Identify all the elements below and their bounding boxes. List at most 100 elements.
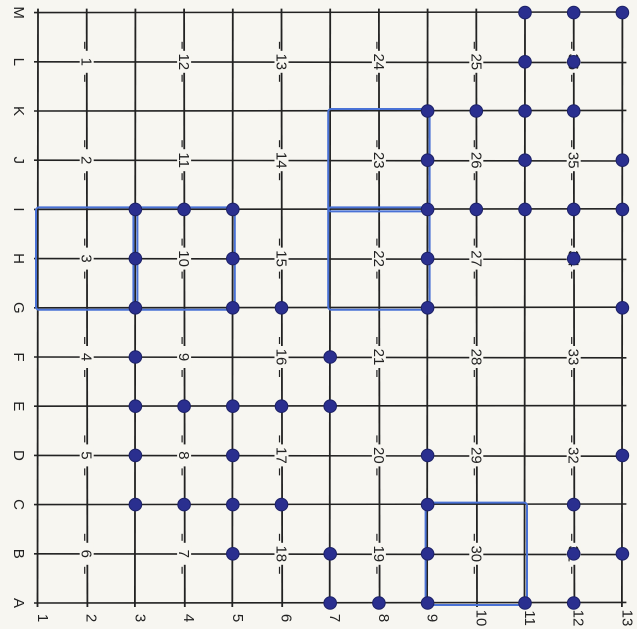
row-label-K: K [10,106,27,116]
segment-gap [79,542,94,565]
column-label-13: 13 [618,610,635,627]
row-label-I: I [10,207,27,211]
dot-G9 [420,301,435,315]
segment-gap [79,149,94,172]
dot-E6 [274,399,289,414]
segment-gap [566,149,581,172]
segment-gap [177,50,192,73]
segment-number-18: 18 [273,545,290,562]
dot-H12 [566,251,581,266]
dot-B12 [566,547,581,561]
column-line-1 [36,8,39,608]
column-line-2 [85,8,89,608]
segment-gap [371,542,386,565]
row-label-H: H [10,253,27,264]
segment-gap [469,50,484,73]
segment-gap [371,50,386,73]
dot-A11 [518,596,532,610]
segment-number-19: 19 [370,545,387,562]
segment-gap [79,444,94,467]
segment-gap [274,542,289,565]
column-label-3: 3 [131,614,148,622]
segment-gap [274,247,289,270]
dot-C4 [177,497,191,512]
segment-number-30: 30 [467,545,484,562]
dot-B7 [323,547,338,561]
dot-L12 [566,55,581,69]
segment-gap [177,247,192,270]
segment-gap [274,50,289,73]
dot-E7 [323,399,338,414]
dot-D5 [226,448,240,463]
dot-E5 [226,399,240,414]
column-line-8 [377,8,381,608]
segment-number-5: 5 [78,451,95,459]
segment-gap [177,542,192,565]
segment-gap [469,247,484,270]
dot-D13 [615,448,630,463]
segment-number-32: 32 [565,447,582,464]
row-label-E: E [10,401,27,411]
column-label-4: 4 [180,614,197,622]
segment-number-27: 27 [467,250,484,267]
dot-G5 [226,301,240,315]
dot-G13 [615,301,630,315]
dot-I11 [518,202,532,217]
row-label-D: D [10,450,27,461]
dot-I10 [469,202,484,217]
segment-gap [177,444,192,467]
segment-number-24: 24 [370,53,387,70]
segment-number-20: 20 [370,447,387,464]
column-label-2: 2 [83,614,100,622]
dot-H3 [128,251,143,266]
dot-I3 [128,202,143,217]
column-label-9: 9 [424,614,441,622]
segment-number-4: 4 [78,353,95,361]
segment-gap [566,444,581,467]
dot-H9 [420,251,435,266]
dot-K11 [518,104,532,118]
column-line-11 [523,8,526,608]
segment-number-8: 8 [175,451,192,459]
segment-gap [371,149,386,172]
segment-number-17: 17 [273,447,290,464]
dot-C12 [566,497,581,512]
segment-gap [274,346,289,368]
row-label-J: J [10,156,27,164]
segment-gap [566,346,581,368]
row-label-B: B [10,549,27,559]
dot-C5 [226,497,240,512]
segment-number-28: 28 [467,349,484,366]
dot-A8 [372,596,386,610]
segment-gap [371,247,386,270]
dot-I4 [177,202,191,217]
column-line-10 [475,8,478,608]
dot-B9 [420,547,435,561]
dot-G6 [274,301,289,315]
column-label-7: 7 [326,614,343,622]
column-label-6: 6 [278,614,295,622]
segment-number-14: 14 [273,152,290,169]
segment-gap [177,346,192,368]
dot-J13 [615,153,630,167]
dot-J9 [420,153,435,167]
dot-I13 [615,202,630,217]
dot-E3 [128,399,143,414]
segment-number-21: 21 [370,349,387,366]
row-label-G: G [10,302,27,314]
segment-number-7: 7 [175,550,192,558]
segment-gap [469,346,484,368]
dot-B13 [615,547,630,561]
segment-number-13: 13 [273,53,290,70]
segment-gap [469,542,484,565]
dot-K10 [469,104,484,118]
segment-number-11: 11 [175,152,192,168]
dot-H5 [226,251,240,266]
segment-gap [79,346,94,368]
dot-D9 [420,448,435,463]
column-line-4 [183,8,186,608]
segment-number-6: 6 [78,550,95,558]
dot-J11 [518,153,532,167]
